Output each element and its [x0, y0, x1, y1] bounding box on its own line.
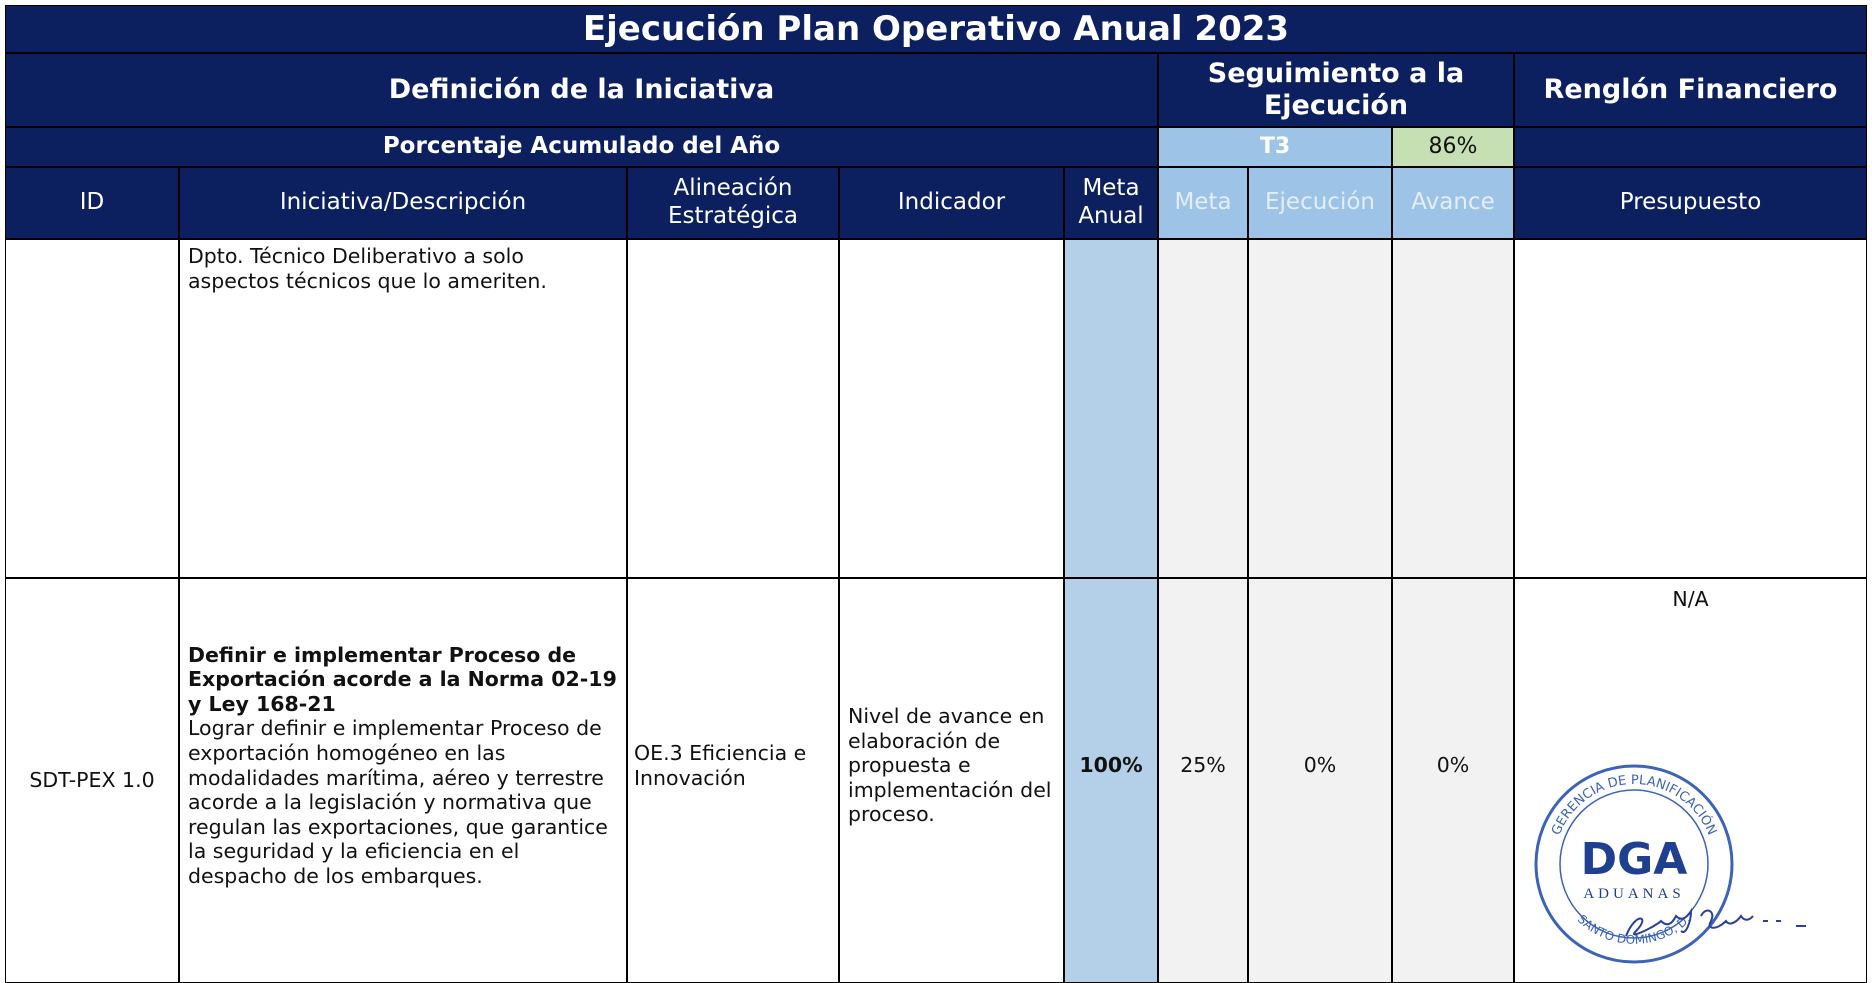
signature: [1625, 907, 1806, 937]
stamp-ring: [1534, 764, 1734, 964]
summary-period: T3: [1158, 127, 1392, 167]
cell: [1064, 239, 1158, 578]
stamp: GERENCIA DE PLANIFICACIÓN SANTO DOMINGO,…: [1534, 764, 1806, 964]
cell-description: Dpto. Técnico Deliberativo a solo aspect…: [179, 239, 627, 578]
cell-alignment: OE.3 Eficiencia e Innovación: [627, 578, 839, 983]
cell-id: SDT-PEX 1.0: [5, 578, 179, 983]
summary-progress: 86%: [1392, 127, 1514, 167]
cell: [1158, 239, 1248, 578]
group-header: Definición de la Iniciativa: [5, 53, 1158, 127]
cell-description: Definir e implementar Proceso de Exporta…: [179, 578, 627, 983]
cell-execution: 0%: [1248, 578, 1392, 983]
cell: [839, 239, 1064, 578]
stamp-text: GERENCIA DE PLANIFICACIÓN: [1549, 773, 1719, 838]
cell: [5, 239, 179, 578]
group-header: Renglón Financiero: [1514, 53, 1867, 127]
group-header: Seguimiento a la Ejecución: [1158, 53, 1514, 127]
cell: [1248, 239, 1392, 578]
stamp-ring: [1559, 789, 1709, 939]
cell-goal: 25%: [1158, 578, 1248, 983]
column-header: Meta: [1158, 167, 1248, 239]
stamp-logo: DGA: [1581, 834, 1688, 885]
column-header: ID: [5, 167, 179, 239]
description-block: Definir e implementar Proceso de Exporta…: [188, 643, 618, 889]
initiative-title: Definir e implementar Proceso de Exporta…: [188, 642, 617, 716]
column-header: Ejecución: [1248, 167, 1392, 239]
cell: [1392, 239, 1514, 578]
cell: [627, 239, 839, 578]
stamp-name: ADUANAS: [1583, 886, 1684, 902]
column-header: Avance: [1392, 167, 1514, 239]
summary-label: Porcentaje Acumulado del Año: [5, 127, 1158, 167]
cell: [1514, 239, 1867, 578]
budget: N/A: [1672, 587, 1709, 611]
column-header: Iniciativa/Descripción: [179, 167, 627, 239]
cell-progress: 0%: [1392, 578, 1514, 983]
column-header: Meta Anual: [1064, 167, 1158, 239]
stamp-top: GERENCIA DE PLANIFICACIÓN: [1549, 773, 1719, 838]
column-header: Alineación Estratégica: [627, 167, 839, 239]
column-header: Presupuesto: [1514, 167, 1867, 239]
column-header: Indicador: [839, 167, 1064, 239]
header-filler: [1514, 127, 1867, 167]
initiative-description: Lograr definir e implementar Proceso de …: [188, 716, 608, 888]
title: Ejecución Plan Operativo Anual 2023: [5, 5, 1867, 53]
cell-indicator: Nivel de avance en elaboración de propue…: [839, 578, 1064, 983]
cell-annual-goal: 100%: [1064, 578, 1158, 983]
